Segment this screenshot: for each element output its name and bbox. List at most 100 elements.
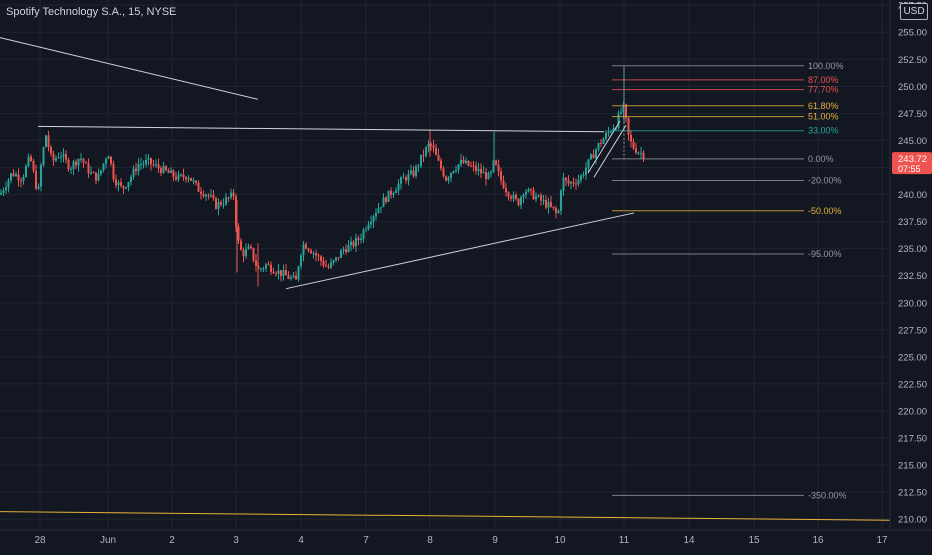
candle-body	[20, 180, 22, 182]
candle-body	[267, 264, 270, 266]
candle-body	[22, 176, 25, 182]
candle-body	[290, 277, 292, 279]
candle-body	[637, 152, 640, 154]
candle-body	[317, 255, 320, 257]
candle-body	[0, 192, 2, 195]
candle-body	[400, 177, 402, 184]
candle-body	[307, 248, 310, 251]
candle-body	[67, 159, 70, 170]
candle-body	[2, 190, 5, 193]
candle-body	[107, 156, 110, 159]
candle-body	[600, 142, 602, 144]
candle-body	[322, 260, 325, 266]
candle-body	[342, 249, 345, 251]
candle-body	[65, 154, 67, 160]
candle-body	[305, 244, 307, 249]
candle-body	[485, 172, 487, 180]
candle-body	[447, 177, 450, 181]
candle-body	[587, 159, 590, 168]
candle-body	[402, 177, 405, 179]
candle-body	[532, 189, 535, 200]
candle-body	[407, 173, 410, 181]
candle-body	[47, 135, 50, 148]
candle-body	[162, 166, 165, 173]
candle-body	[392, 192, 395, 195]
candle-body	[627, 117, 630, 135]
candle-body	[287, 275, 290, 279]
candle-body	[385, 197, 387, 202]
candle-body	[242, 249, 245, 257]
time-tick-label: 28	[34, 535, 46, 546]
candle-body	[512, 194, 515, 199]
candle-body	[295, 275, 297, 280]
candle-body	[90, 172, 92, 174]
fib-level-label: 100.00%	[808, 61, 844, 71]
candle-body	[450, 172, 452, 178]
candle-body	[292, 275, 295, 278]
candle-body	[570, 182, 572, 184]
candle-body	[545, 200, 547, 208]
candle-body	[190, 177, 192, 181]
candle-body	[585, 167, 587, 175]
candle-body	[92, 172, 95, 174]
candle-body	[582, 174, 585, 176]
candle-body	[442, 168, 445, 177]
candle-body	[430, 144, 432, 146]
candle-body	[152, 164, 155, 166]
candle-body	[562, 177, 565, 191]
candle-body	[12, 173, 15, 177]
candle-body	[397, 183, 400, 191]
candle-body	[472, 165, 475, 167]
fib-level-label: 61.80%	[808, 101, 839, 111]
candle-body	[455, 169, 457, 171]
candle-body	[360, 238, 362, 240]
candle-body	[357, 238, 360, 240]
candle-body	[350, 241, 352, 246]
candle-body	[337, 257, 340, 259]
candle-body	[142, 163, 145, 165]
candle-body	[572, 182, 575, 184]
candle-body	[560, 190, 562, 211]
symbol-title: Spotify Technology S.A., 15, NYSE	[6, 6, 177, 18]
candle-body	[310, 250, 312, 254]
candle-body	[195, 180, 197, 183]
candle-body	[352, 241, 355, 247]
price-tick-label: 217.50	[898, 434, 927, 445]
fib-level-label: -20.00%	[808, 175, 842, 185]
candle-body	[577, 179, 580, 184]
candle-body	[370, 221, 372, 225]
currency-badge[interactable]: USD	[900, 3, 928, 20]
candle-body	[527, 188, 530, 192]
candle-body	[425, 147, 427, 156]
candle-body	[375, 213, 377, 217]
candle-body	[395, 190, 397, 193]
candle-body	[247, 246, 250, 250]
candle-body	[265, 264, 267, 269]
candle-body	[390, 190, 392, 195]
time-tick-label: 3	[233, 535, 239, 546]
candle-body	[115, 179, 117, 186]
candle-body	[615, 128, 617, 130]
time-tick-label: 9	[492, 535, 498, 546]
candle-body	[522, 194, 525, 198]
last-price-value: 243.72	[898, 154, 927, 165]
candle-body	[607, 131, 610, 134]
candle-body	[612, 128, 615, 132]
candle-body	[597, 142, 600, 150]
candle-body	[105, 158, 107, 164]
candle-body	[250, 246, 252, 248]
candle-body	[502, 180, 505, 189]
time-axis-bg	[0, 530, 932, 550]
candle-body	[137, 164, 140, 172]
candle-body	[192, 180, 195, 182]
price-tick-label: 212.50	[898, 488, 927, 499]
candle-body	[495, 160, 497, 165]
fib-level-label: 33.00%	[808, 126, 839, 136]
candle-body	[207, 194, 210, 196]
price-tick-label: 247.50	[898, 109, 927, 120]
candle-body	[62, 154, 65, 157]
candle-body	[175, 176, 177, 180]
time-tick-label: 17	[876, 535, 888, 546]
